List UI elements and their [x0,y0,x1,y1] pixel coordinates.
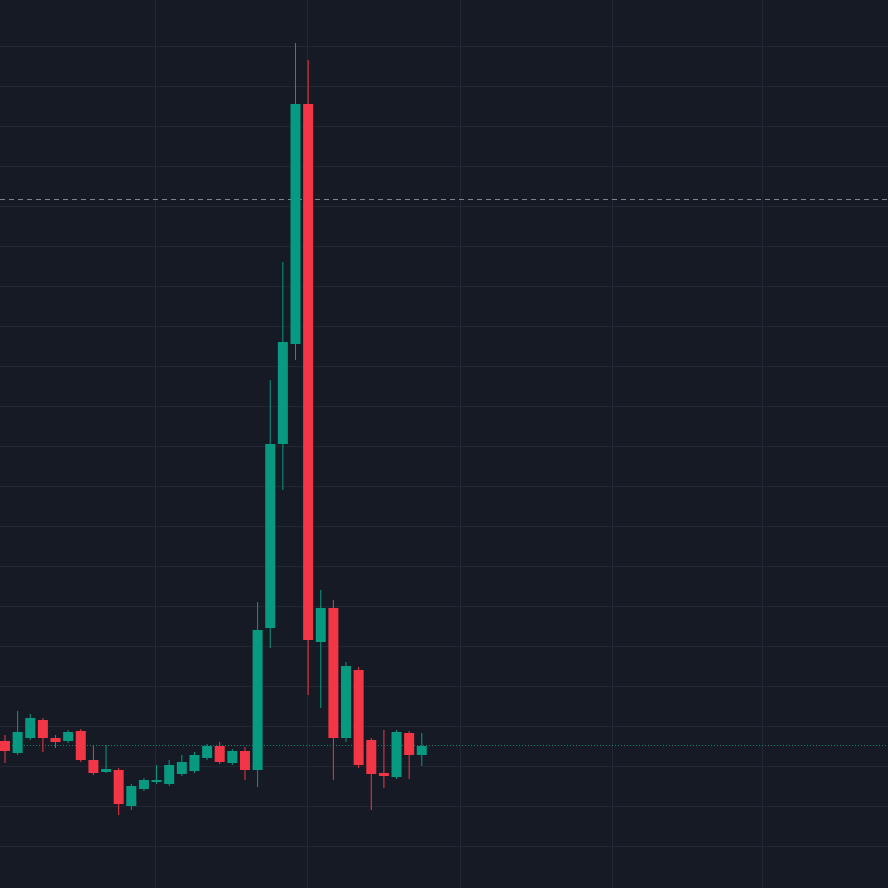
candle-body [303,104,314,640]
candle-body [50,738,61,742]
candle-body [214,746,225,762]
candle-body [164,765,175,784]
candle-body [416,746,427,755]
candle-body [75,731,86,760]
candle-body [315,608,326,642]
candle-body [239,751,250,770]
candle-body [227,751,238,763]
candle-body [25,718,36,738]
candle-body [252,630,263,770]
candle-body [404,733,415,755]
candle-body [151,780,162,782]
candle-body [366,740,377,774]
candle-body [0,741,10,751]
candle-body [341,666,352,738]
candle-body [12,732,23,753]
candle-body [189,755,200,771]
candle-body [378,773,389,776]
candle-body [265,444,276,628]
candle-body [353,670,364,765]
candle-body [202,746,213,758]
candle-body [328,608,339,738]
candle-body [37,720,48,738]
candle-body [290,104,301,344]
candle-body [88,760,99,773]
candle-body [126,786,137,806]
candle-body [277,342,288,444]
candle-body [176,762,187,774]
candle-body [138,780,149,789]
candle-body [63,732,74,741]
candle-body [101,769,112,772]
candle-body [391,732,402,777]
candle-body [113,770,124,804]
